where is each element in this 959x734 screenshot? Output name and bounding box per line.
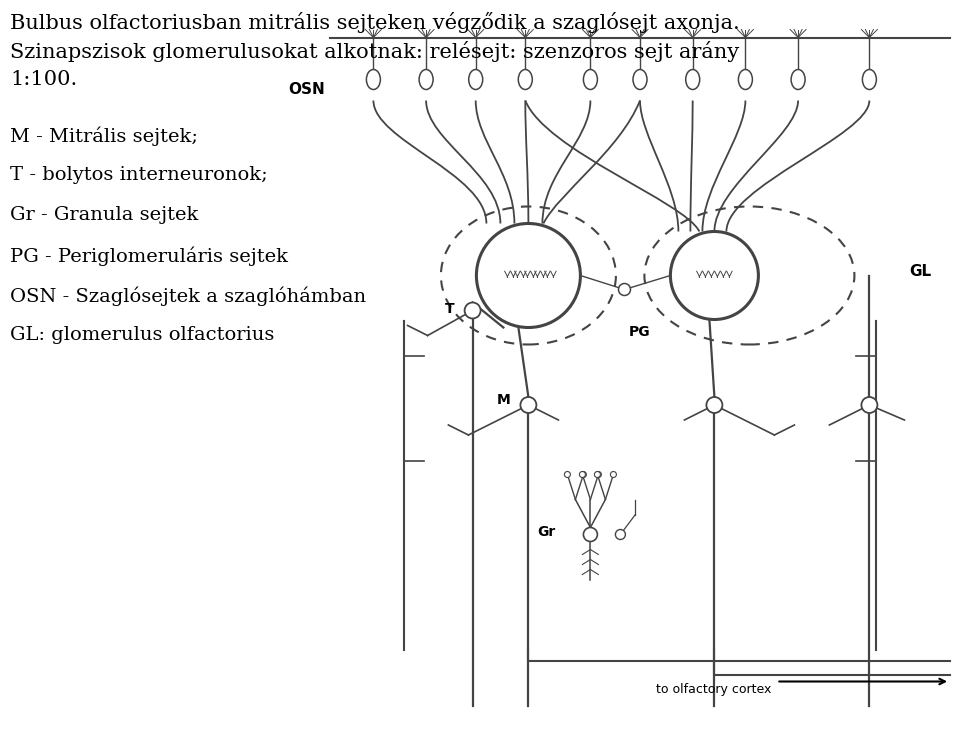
Circle shape [580, 471, 586, 478]
Text: 1:100.: 1:100. [10, 70, 78, 89]
Circle shape [521, 397, 536, 413]
Text: T - bolytos interneuronok;: T - bolytos interneuronok; [10, 166, 268, 184]
Circle shape [595, 471, 600, 478]
Text: GL: glomerulus olfactorius: GL: glomerulus olfactorius [10, 326, 274, 344]
Circle shape [579, 471, 585, 478]
Text: OSN - Szaglósejtek a szaglóhámban: OSN - Szaglósejtek a szaglóhámban [10, 286, 366, 305]
Circle shape [616, 529, 625, 539]
Text: M - Mitrális sejtek;: M - Mitrális sejtek; [10, 126, 198, 145]
Circle shape [861, 397, 877, 413]
Ellipse shape [686, 70, 700, 90]
Circle shape [619, 283, 630, 296]
Ellipse shape [366, 70, 381, 90]
Circle shape [583, 528, 597, 542]
Circle shape [477, 223, 580, 327]
Text: M: M [497, 393, 510, 407]
Ellipse shape [518, 70, 532, 90]
Text: GL: GL [910, 264, 932, 280]
Ellipse shape [791, 70, 806, 90]
Text: to olfactory cortex: to olfactory cortex [656, 683, 771, 697]
Circle shape [565, 471, 571, 478]
Text: T: T [445, 302, 455, 316]
Ellipse shape [633, 70, 647, 90]
Ellipse shape [738, 70, 753, 90]
Text: Bulbus olfactoriusban mitrális sejteken végződik a szaglósejt axonja.: Bulbus olfactoriusban mitrális sejteken … [10, 12, 739, 33]
Circle shape [670, 231, 759, 319]
Circle shape [707, 397, 722, 413]
Circle shape [610, 471, 617, 478]
Text: Gr: Gr [537, 526, 555, 539]
Text: OSN: OSN [289, 82, 325, 98]
Ellipse shape [862, 70, 877, 90]
Ellipse shape [419, 70, 433, 90]
Text: PG: PG [629, 324, 651, 338]
Circle shape [596, 471, 601, 478]
Text: PG - Periglomeruláris sejtek: PG - Periglomeruláris sejtek [10, 246, 288, 266]
Ellipse shape [583, 70, 597, 90]
Circle shape [464, 302, 480, 319]
Ellipse shape [469, 70, 482, 90]
Text: Gr - Granula sejtek: Gr - Granula sejtek [10, 206, 199, 224]
Text: Szinapszisok glomerulusokat alkotnak: relésejt: szenzoros sejt arány: Szinapszisok glomerulusokat alkotnak: re… [10, 41, 739, 62]
